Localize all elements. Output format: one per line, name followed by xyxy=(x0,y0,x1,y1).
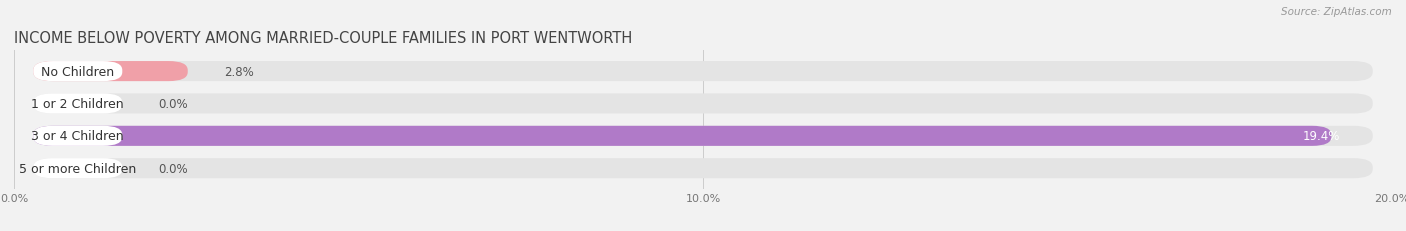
FancyBboxPatch shape xyxy=(34,126,1372,146)
FancyBboxPatch shape xyxy=(34,126,1331,146)
FancyBboxPatch shape xyxy=(34,158,1372,179)
Text: 5 or more Children: 5 or more Children xyxy=(20,162,136,175)
Text: 0.0%: 0.0% xyxy=(159,162,188,175)
Text: 0.0%: 0.0% xyxy=(159,97,188,110)
FancyBboxPatch shape xyxy=(34,126,122,146)
FancyBboxPatch shape xyxy=(34,94,122,114)
Text: 2.8%: 2.8% xyxy=(224,65,254,78)
FancyBboxPatch shape xyxy=(34,62,188,82)
Text: 1 or 2 Children: 1 or 2 Children xyxy=(31,97,124,110)
Text: No Children: No Children xyxy=(41,65,114,78)
Text: Source: ZipAtlas.com: Source: ZipAtlas.com xyxy=(1281,7,1392,17)
FancyBboxPatch shape xyxy=(34,158,122,179)
Text: INCOME BELOW POVERTY AMONG MARRIED-COUPLE FAMILIES IN PORT WENTWORTH: INCOME BELOW POVERTY AMONG MARRIED-COUPL… xyxy=(14,30,633,46)
FancyBboxPatch shape xyxy=(34,62,122,82)
Text: 19.4%: 19.4% xyxy=(1303,130,1340,143)
FancyBboxPatch shape xyxy=(34,62,1372,82)
Text: 3 or 4 Children: 3 or 4 Children xyxy=(31,130,124,143)
FancyBboxPatch shape xyxy=(34,94,1372,114)
